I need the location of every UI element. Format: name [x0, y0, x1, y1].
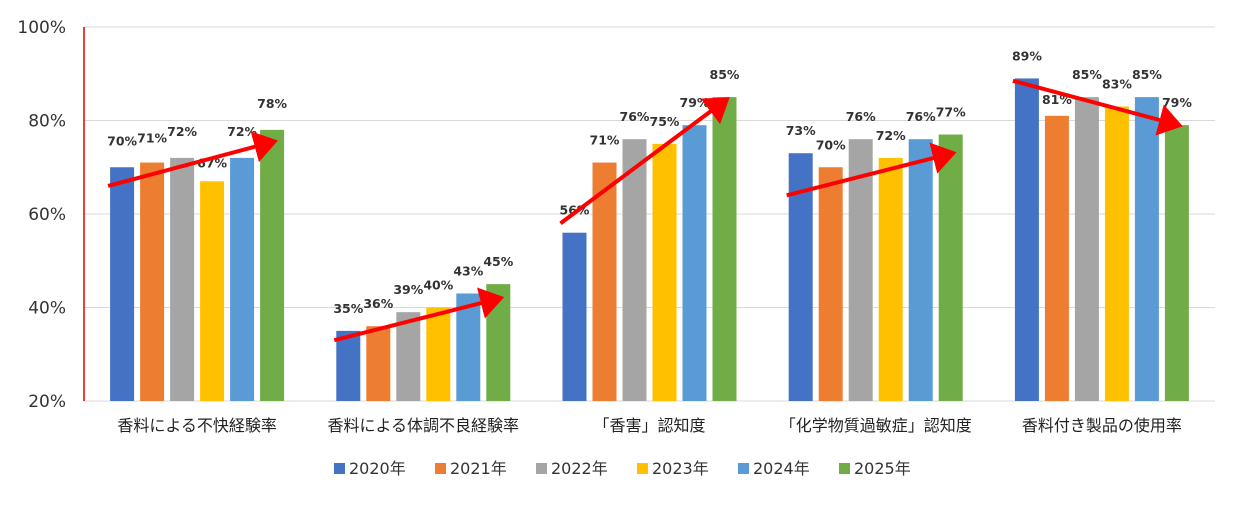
bar	[1104, 106, 1129, 401]
data-label: 72%	[167, 124, 197, 139]
y-tick-label: 40%	[28, 299, 66, 319]
bar	[336, 330, 361, 401]
data-label: 70%	[816, 137, 846, 152]
legend-swatch	[839, 463, 850, 474]
bar	[818, 167, 843, 401]
legend-swatch	[435, 463, 446, 474]
data-label: 85%	[1132, 67, 1162, 82]
data-label: 76%	[620, 109, 650, 124]
category-label: 「香害」認知度	[593, 416, 705, 435]
bar	[200, 181, 225, 401]
x-axis: 香料による不快経験率 香料による体調不良経験率 「香害」認知度 「化学物質過敏症」認知…	[117, 416, 1182, 435]
bar	[1074, 97, 1099, 401]
data-label: 79%	[1162, 95, 1192, 110]
data-label: 89%	[1012, 48, 1042, 63]
bar	[878, 157, 903, 401]
legend-swatch	[738, 463, 749, 474]
data-label: 77%	[936, 105, 966, 120]
bar	[622, 139, 647, 401]
trend-arrow	[333, 287, 505, 343]
bar	[712, 97, 737, 401]
data-label: 85%	[710, 67, 740, 82]
data-label: 71%	[137, 131, 167, 146]
data-label: 79%	[680, 95, 710, 110]
data-label: 78%	[257, 96, 287, 111]
bar	[230, 157, 255, 401]
legend-label: 2021年	[450, 459, 507, 478]
y-tick-label: 80%	[28, 112, 66, 132]
bar	[366, 326, 391, 401]
bar	[1164, 125, 1189, 402]
trend-arrows	[107, 78, 1183, 343]
data-label: 72%	[876, 128, 906, 143]
bar	[1014, 78, 1039, 402]
legend-label: 2025年	[854, 459, 911, 478]
y-axis: 20% 40% 60% 80% 100%	[17, 18, 85, 412]
data-label: 73%	[786, 123, 816, 138]
legend-label: 2023年	[652, 459, 709, 478]
category-label: 香料による不快経験率	[117, 416, 277, 435]
legend-swatch	[334, 463, 345, 474]
bar	[682, 125, 707, 402]
trend-arrow	[786, 142, 957, 198]
data-label: 75%	[650, 114, 680, 129]
trend-arrow	[559, 97, 730, 225]
legend-swatch	[536, 463, 547, 474]
trend-arrow	[107, 131, 278, 188]
data-label: 36%	[363, 296, 393, 311]
data-label: 76%	[906, 109, 936, 124]
bar	[1044, 115, 1069, 401]
y-tick-label: 20%	[28, 392, 66, 412]
data-label: 76%	[846, 109, 876, 124]
bars	[110, 78, 1189, 402]
bar	[1134, 97, 1159, 401]
category-label: 香料付き製品の使用率	[1022, 416, 1182, 435]
data-labels: 70%35%56%73%89%71%36%71% 70%81%72%39%76% 7…	[107, 48, 1192, 315]
legend: 2020年 2021年 2022年 2023年 2024年 2025年	[334, 459, 911, 478]
bar	[396, 312, 421, 401]
category-label: 「化学物質過敏症」認知度	[780, 416, 972, 435]
data-label: 43%	[453, 263, 483, 278]
bar	[140, 162, 165, 401]
bar	[848, 139, 873, 401]
bar	[908, 139, 933, 401]
data-label: 40%	[423, 278, 453, 293]
legend-label: 2020年	[349, 459, 406, 478]
bar	[938, 134, 963, 401]
bar	[110, 167, 135, 401]
y-tick-label: 100%	[17, 18, 66, 38]
data-label: 70%	[107, 133, 137, 148]
bar	[456, 293, 481, 401]
data-label: 83%	[1102, 76, 1132, 91]
bar	[592, 162, 617, 401]
data-label: 72%	[227, 124, 257, 139]
data-label: 35%	[333, 301, 363, 316]
category-label: 香料による体調不良経験率	[328, 416, 520, 435]
trend-arrow	[1012, 78, 1183, 136]
bar	[426, 307, 451, 401]
data-label: 85%	[1072, 67, 1102, 82]
data-label: 39%	[393, 282, 423, 297]
data-label: 45%	[483, 254, 513, 269]
y-tick-label: 60%	[28, 205, 66, 225]
data-label: 71%	[590, 133, 620, 148]
legend-swatch	[637, 463, 648, 474]
legend-label: 2022年	[551, 459, 608, 478]
bar	[562, 232, 587, 401]
bar	[170, 157, 195, 401]
bar	[652, 143, 677, 401]
legend-label: 2024年	[753, 459, 810, 478]
bar	[260, 129, 285, 401]
